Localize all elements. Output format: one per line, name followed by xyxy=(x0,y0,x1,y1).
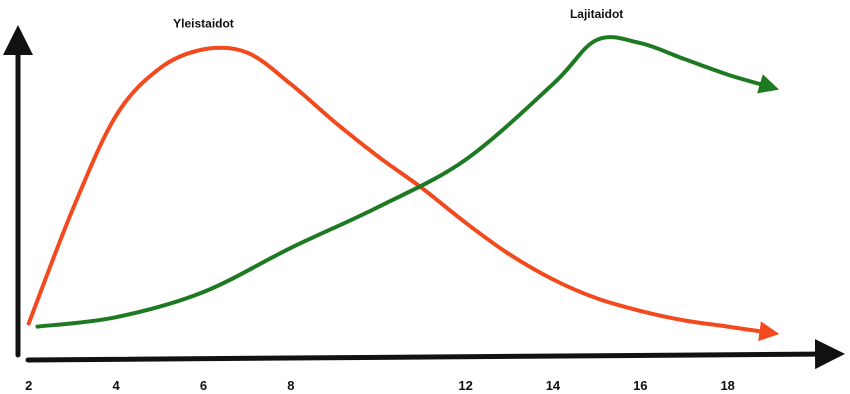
x-tick-6: 6 xyxy=(200,378,207,393)
x-tick-8: 8 xyxy=(287,378,294,393)
series-label-yleistaidot: Yleistaidot xyxy=(173,16,234,30)
x-tick-labels: 2 4 6 8 12 14 16 18 xyxy=(25,378,735,393)
x-tick-16: 16 xyxy=(633,378,647,393)
series-line-yleistaidot xyxy=(26,45,780,342)
series-label-lajitaidot: Lajitaidot xyxy=(570,7,623,21)
x-tick-12: 12 xyxy=(458,378,472,393)
series-line-lajitaidot xyxy=(35,35,780,329)
series-layer: Yleistaidot Lajitaidot xyxy=(26,7,780,342)
x-axis xyxy=(25,339,845,370)
x-tick-18: 18 xyxy=(720,378,734,393)
x-tick-14: 14 xyxy=(546,378,561,393)
x-tick-2: 2 xyxy=(25,378,32,393)
x-tick-4: 4 xyxy=(112,378,120,393)
